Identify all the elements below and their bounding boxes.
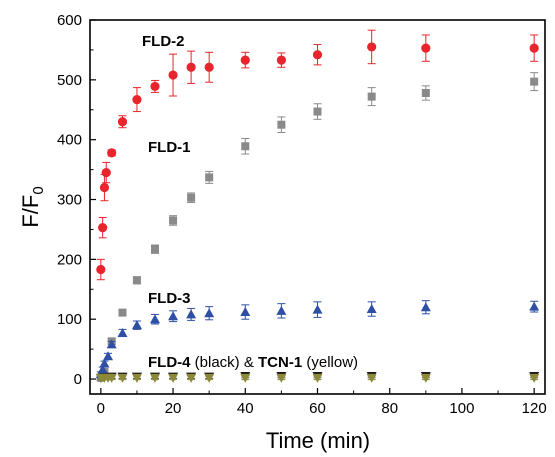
x-tick-label: 60 bbox=[309, 400, 326, 417]
x-tick-label: 20 bbox=[165, 400, 182, 417]
y-tick-label: 600 bbox=[57, 12, 82, 29]
fld1-point bbox=[187, 193, 196, 202]
fld2-series bbox=[96, 29, 539, 281]
x-tick-label: 100 bbox=[449, 400, 474, 417]
fld2-label: FLD-2 bbox=[142, 33, 185, 50]
y-tick-label: 0 bbox=[74, 371, 82, 388]
tcn1-point bbox=[106, 373, 117, 383]
fld1-point bbox=[151, 245, 159, 254]
tcn1-note: (yellow) bbox=[302, 354, 358, 371]
fld3-point bbox=[312, 304, 323, 314]
fld1-point bbox=[205, 173, 214, 182]
tcn1-point bbox=[204, 373, 215, 383]
tcn1-label: TCN-1 bbox=[258, 354, 302, 371]
fld3-label: FLD-3 bbox=[148, 290, 191, 307]
fld1-point bbox=[530, 77, 539, 86]
tcn1-point bbox=[131, 373, 142, 383]
fld1-point bbox=[118, 308, 127, 317]
fld2-point bbox=[421, 43, 431, 53]
fld2-point bbox=[132, 94, 142, 105]
fld2-point bbox=[96, 264, 106, 275]
tcn1-point bbox=[529, 373, 540, 383]
y-tick-label: 300 bbox=[57, 192, 82, 209]
fld3-point bbox=[150, 314, 160, 324]
fld1-point bbox=[132, 276, 141, 285]
y-axis-title-main: F/F bbox=[18, 195, 43, 228]
fld3-point bbox=[204, 308, 215, 318]
x-tick-label: 0 bbox=[97, 400, 105, 417]
fld2-point bbox=[529, 43, 539, 53]
fld2-point bbox=[312, 50, 323, 60]
tcn1-point bbox=[117, 373, 128, 383]
fld2-point bbox=[204, 62, 214, 72]
fld2-point bbox=[186, 62, 196, 72]
fld2-point bbox=[98, 223, 108, 233]
tcn1-point bbox=[276, 373, 287, 383]
fld3-point bbox=[131, 320, 142, 330]
x-tick-label: 40 bbox=[237, 400, 254, 417]
tcn1-point bbox=[240, 373, 251, 383]
fld2-point bbox=[367, 42, 377, 52]
fld1-point bbox=[313, 107, 322, 116]
fld3-point bbox=[97, 364, 108, 374]
y-tick-label: 200 bbox=[57, 251, 82, 268]
fld3-point bbox=[186, 309, 197, 319]
tcn1-point bbox=[420, 373, 431, 383]
tcn1-point bbox=[150, 373, 160, 383]
fld3-point bbox=[529, 301, 540, 311]
tcn1-point bbox=[312, 373, 323, 383]
y-tick-label: 100 bbox=[57, 311, 82, 328]
fld4-note: (black) & bbox=[191, 354, 259, 371]
fld3-point bbox=[240, 307, 251, 317]
fld3-point bbox=[117, 327, 128, 337]
fld3-point bbox=[99, 358, 110, 368]
fld2-point bbox=[99, 182, 110, 193]
fld2-point bbox=[150, 81, 160, 92]
x-tick-label: 80 bbox=[381, 400, 398, 417]
axis-ticks: 0 20 40 60 80 100 120 0 100 200 300 400 500 600 bbox=[57, 12, 547, 417]
tcn1-point bbox=[366, 373, 377, 383]
fld2-point bbox=[117, 117, 128, 127]
x-tick-label: 120 bbox=[522, 400, 547, 417]
fld1-point bbox=[277, 120, 286, 129]
y-axis-title: F/F0 bbox=[18, 186, 47, 227]
y-tick-label: 500 bbox=[57, 72, 82, 89]
fld2-point bbox=[240, 55, 250, 65]
data-marks bbox=[95, 29, 540, 383]
fld3-point bbox=[276, 305, 287, 315]
fld1-point bbox=[241, 142, 250, 151]
fld4-tcn1-label: FLD-4 (black) & TCN-1 (yellow) bbox=[148, 354, 358, 371]
fld1-label: FLD-1 bbox=[148, 139, 191, 156]
fld2-point bbox=[168, 70, 178, 80]
fld1-series bbox=[96, 72, 539, 382]
tcn1-point bbox=[186, 373, 197, 383]
fld3-point bbox=[106, 339, 117, 349]
fld3-point bbox=[366, 304, 377, 314]
x-axis-title: Time (min) bbox=[266, 428, 370, 453]
plot-frame bbox=[89, 19, 546, 395]
y-tick-label: 400 bbox=[57, 132, 82, 149]
tcn1-point bbox=[168, 373, 179, 383]
fld3-point bbox=[103, 351, 114, 361]
fld1-point bbox=[421, 89, 430, 98]
fld1-point bbox=[367, 92, 376, 101]
fld1-point bbox=[169, 216, 178, 225]
fld2-point bbox=[101, 167, 111, 178]
fld2-point bbox=[107, 148, 117, 158]
y-axis-title-subscript: 0 bbox=[30, 186, 47, 194]
fld2-point bbox=[276, 55, 286, 65]
fld3-point bbox=[420, 302, 431, 312]
fld4-label: FLD-4 bbox=[148, 354, 191, 371]
tcn1-series bbox=[95, 373, 540, 383]
fld3-point bbox=[168, 311, 179, 321]
